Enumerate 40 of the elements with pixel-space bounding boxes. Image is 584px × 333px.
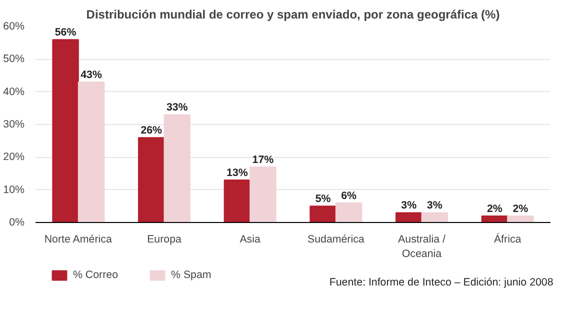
legend-label: % Spam — [171, 269, 212, 281]
y-tick-label: 20% — [3, 151, 26, 164]
x-tick-label: Sudamérica — [307, 234, 364, 246]
data-label: 13% — [226, 167, 248, 180]
bar — [421, 212, 448, 222]
bar — [310, 206, 336, 222]
bar — [52, 39, 79, 222]
data-label: 2% — [487, 202, 503, 215]
bar — [78, 82, 105, 222]
chart-title: Distribución mundial de correo y spam enviado, por zona geográfica (%) — [86, 8, 500, 22]
data-label: 33% — [166, 102, 188, 114]
y-tick-label: 30% — [3, 118, 26, 130]
y-tick-label: 60% — [3, 20, 26, 32]
legend-label: % Correo — [73, 269, 118, 281]
x-tick-label: África — [494, 232, 522, 246]
bar — [164, 114, 190, 222]
data-label: 17% — [252, 154, 274, 166]
y-tick-label: 40% — [3, 86, 26, 98]
y-tick-label: 50% — [3, 53, 26, 66]
data-label: 2% — [512, 202, 529, 215]
bar — [138, 137, 165, 222]
source-note: Fuente: Informe de Inteco – Edición: junio 2008 — [329, 276, 554, 288]
x-tick-label: Norte América — [44, 234, 112, 246]
bar — [335, 202, 362, 222]
y-tick-label: 10% — [3, 184, 26, 196]
data-label: 26% — [140, 124, 163, 137]
y-tick-label: 0% — [9, 216, 26, 228]
data-label: 43% — [80, 69, 102, 82]
data-label: 5% — [315, 193, 332, 206]
x-tick-label: Australia / Oceania — [398, 234, 446, 260]
data-label: 6% — [341, 190, 358, 202]
bar — [250, 166, 276, 222]
bar — [507, 215, 534, 222]
data-label: 3% — [426, 200, 443, 212]
bar — [396, 212, 422, 222]
x-tick-label: Asia — [240, 234, 261, 246]
bar — [224, 180, 251, 222]
data-label: 3% — [401, 200, 418, 212]
data-label: 56% — [54, 26, 77, 39]
x-tick-label: Europa — [147, 234, 182, 246]
